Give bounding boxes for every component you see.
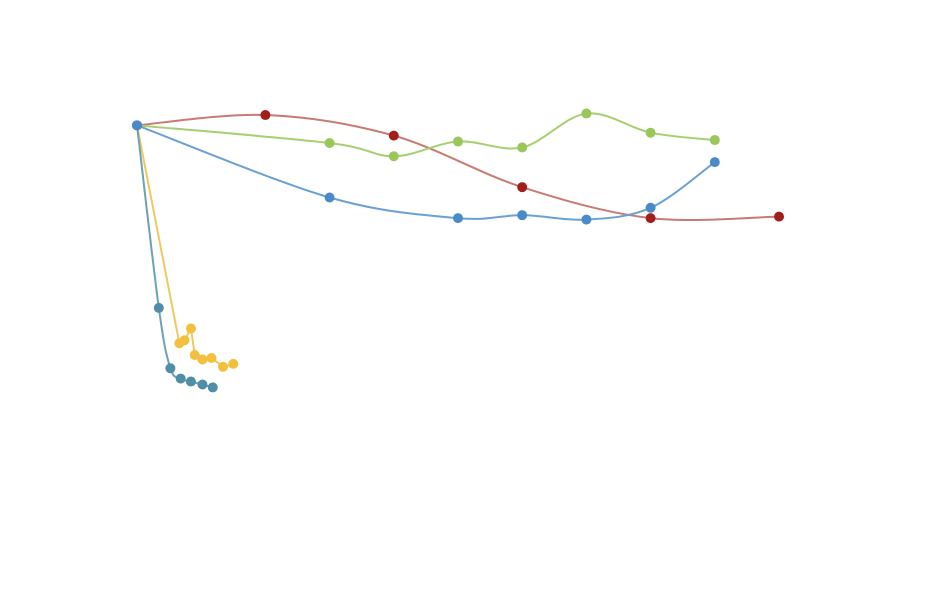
series-2-point-2[interactable] [388, 151, 399, 162]
series-3-line [136, 124, 716, 221]
series-4-point-6[interactable] [206, 352, 217, 363]
series-3-point-5[interactable] [645, 202, 656, 213]
series-2-line [136, 112, 715, 158]
series-5-point-2[interactable] [165, 363, 176, 374]
series-2-point-1[interactable] [324, 138, 335, 149]
series-4-point-3[interactable] [185, 323, 196, 334]
series-5-point-5[interactable] [197, 379, 208, 390]
series-1-line [136, 113, 780, 221]
series-5-point-1[interactable] [153, 302, 164, 313]
series-5-point-4[interactable] [185, 376, 196, 387]
series-1-point-4[interactable] [517, 182, 528, 193]
series-1-point-5[interactable] [645, 213, 656, 224]
origin-point[interactable] [132, 120, 142, 131]
series-1-point-3[interactable] [388, 130, 399, 141]
series-lines [136, 112, 780, 389]
series-1-point-6[interactable] [774, 211, 784, 222]
series-5-point-6[interactable] [207, 382, 218, 393]
series-2-point-4[interactable] [517, 142, 528, 153]
series-4-point-8[interactable] [228, 358, 239, 369]
series-4-point-5[interactable] [197, 354, 208, 365]
series-3-point-3[interactable] [517, 210, 528, 221]
series-3-point-6[interactable] [709, 157, 720, 168]
series-3-point-2[interactable] [453, 213, 463, 224]
series-1-point-2[interactable] [260, 110, 271, 121]
series-2-point-7[interactable] [709, 135, 720, 146]
series-2-point-5[interactable] [581, 108, 592, 119]
series-3-point-4[interactable] [581, 214, 592, 225]
series-2-point-6[interactable] [645, 127, 656, 138]
series-5-point-3[interactable] [175, 373, 186, 384]
series-4-point-2[interactable] [179, 335, 190, 346]
series-2-point-3[interactable] [453, 136, 463, 147]
series-4-point-4[interactable] [189, 350, 200, 361]
series-points [132, 108, 784, 393]
series-3-point-1[interactable] [324, 192, 335, 203]
series-4-point-7[interactable] [218, 361, 229, 372]
series-5-line [136, 125, 214, 389]
